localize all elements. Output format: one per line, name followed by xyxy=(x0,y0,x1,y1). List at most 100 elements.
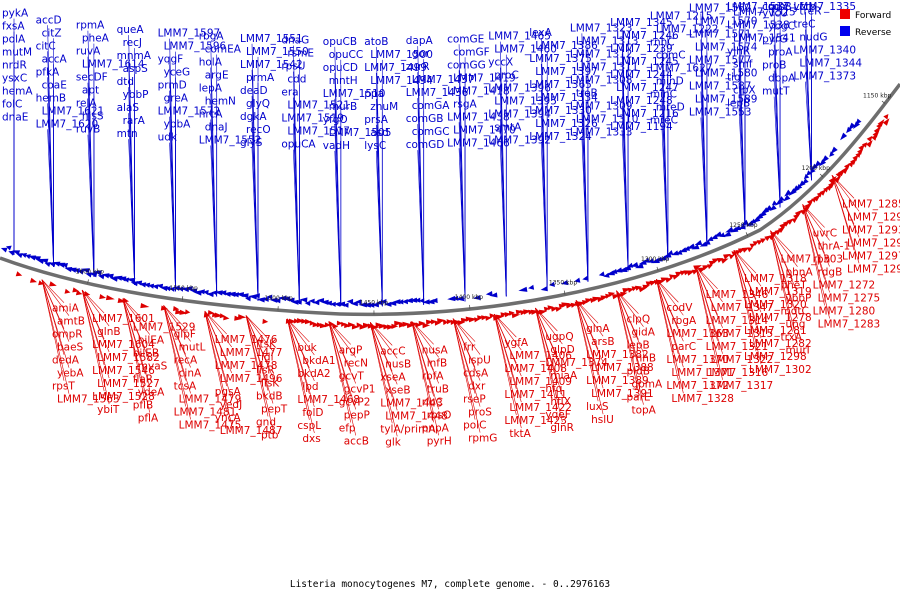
reverse-gene-label: LMM7_1494 xyxy=(370,75,433,87)
reverse-gene-label: murB xyxy=(329,101,357,113)
forward-gene-label: LMM7_1477 xyxy=(220,347,283,359)
reverse-gene-label: opuCC xyxy=(329,49,363,61)
reverse-gene-label: opuCB xyxy=(323,36,357,48)
reverse-gene-label: accA xyxy=(42,53,68,65)
reverse-gene-label: prmA xyxy=(246,72,275,84)
forward-gene-label: LMM7_1374 xyxy=(545,357,608,369)
reverse-gene-arrow xyxy=(148,283,155,289)
forward-gene-label: LMM7_1604 xyxy=(92,339,155,351)
reverse-gene-arrow xyxy=(232,292,239,298)
reverse-gene-label: relA xyxy=(76,98,97,110)
forward-gene-label: LMM7_1601 xyxy=(92,313,155,325)
gene-connector xyxy=(369,322,398,385)
reverse-gene-arrow xyxy=(431,297,438,304)
reverse-gene-arrow xyxy=(401,299,408,305)
genome-backbone-track xyxy=(0,82,900,317)
reverse-gene-arrow xyxy=(25,254,31,260)
forward-gene-label: xseA xyxy=(380,371,406,383)
forward-gene-label: mvaS xyxy=(138,361,168,373)
reverse-gene-label: rpsU xyxy=(281,61,305,73)
forward-gene-arrow xyxy=(160,305,168,311)
forward-gene-arrow xyxy=(288,318,297,324)
gene-connector xyxy=(733,250,762,339)
reverse-gene-label: secDF xyxy=(76,72,108,84)
reverse-gene-label: LMM7_1308 xyxy=(570,74,633,86)
reverse-gene-label: mutM xyxy=(2,47,32,59)
forward-gene-label: LMM7_1546 xyxy=(92,365,155,377)
forward-gene-arrow xyxy=(443,319,449,326)
forward-gene-label: LMM7_1320 xyxy=(744,299,807,311)
forward-gene-arrow xyxy=(437,318,447,324)
forward-gene-label: uvrC xyxy=(813,227,838,239)
forward-gene-arrow xyxy=(219,313,226,319)
reverse-gene-label: queA xyxy=(117,24,145,36)
forward-gene-label: LMM7_1318 xyxy=(744,273,807,285)
forward-gene-label: rbfA xyxy=(422,370,445,382)
reverse-gene-label: rpsB xyxy=(768,1,792,13)
forward-gene-label: lepB xyxy=(626,340,649,352)
reverse-gene-label: udk xyxy=(158,132,178,144)
reverse-gene-label: LMM7_1340 xyxy=(793,45,856,57)
reverse-gene-label: era xyxy=(281,87,298,99)
gene-connector xyxy=(494,314,522,429)
forward-gene-label: LMM7_1468 xyxy=(297,394,360,406)
forward-gene-label: LMM7_1280 xyxy=(813,305,876,317)
reverse-gene-arrow xyxy=(198,289,205,295)
reverse-gene-arrow xyxy=(651,258,660,264)
reverse-gene-label: comGB xyxy=(406,113,444,125)
forward-gene-label: LMM7_1298 xyxy=(744,351,807,363)
forward-gene-arrow xyxy=(813,194,821,202)
reverse-gene-label: LMM7_1500 xyxy=(370,49,433,61)
forward-gene-arrow xyxy=(319,323,328,329)
forward-gene-arrow xyxy=(316,322,324,328)
reverse-gene-label: LMM7_1550 xyxy=(246,46,309,58)
forward-gene-label: ugpQ xyxy=(545,331,573,343)
scale-tick xyxy=(87,279,89,284)
reverse-gene-label: LMM7_1438 xyxy=(447,111,510,123)
forward-gene-label: bkdB xyxy=(256,390,283,402)
gene-connector xyxy=(41,279,70,394)
forward-gene-label: arsB xyxy=(591,336,614,348)
reverse-gene-arrow xyxy=(214,290,223,296)
reverse-gene-label: comGG xyxy=(447,59,486,71)
reverse-gene-arrow xyxy=(139,282,147,288)
reverse-gene-arrow xyxy=(769,204,777,211)
reverse-gene-arrow xyxy=(40,258,49,264)
forward-gene-label: rpsO xyxy=(427,409,452,421)
forward-gene-arrow xyxy=(620,291,628,297)
reverse-gene-label: vadH xyxy=(323,140,350,152)
legend-reverse-label: Reverse xyxy=(855,28,892,38)
reverse-gene-label: nrdR xyxy=(2,60,27,72)
forward-gene-arrow xyxy=(75,290,83,296)
reverse-gene-label: citZ xyxy=(42,27,62,39)
scale-ticks: 1150 kbp 1200 kbp 1250 kbp 1300 kbp 1350 kbp… xyxy=(76,92,892,315)
reverse-gene-arrow xyxy=(426,299,435,305)
forward-gene-label: LMM7_1321 xyxy=(706,341,769,353)
forward-gene-label: ygfA xyxy=(504,337,529,349)
forward-gene-arrow xyxy=(861,142,868,148)
forward-gene-arrow xyxy=(828,175,837,185)
reverse-gene-label: dapA xyxy=(406,35,434,47)
reverse-gene-arrow xyxy=(165,286,171,292)
reverse-gene-label: LMM7_1620 xyxy=(36,118,99,130)
reverse-gene-label: LMM7_1324 xyxy=(529,131,592,143)
reverse-gene-label: pykA xyxy=(2,8,29,20)
reverse-gene-arrow xyxy=(48,262,56,268)
reverse-gene-label: polA xyxy=(2,34,26,46)
forward-gene-label: rnhB xyxy=(631,353,656,365)
reverse-gene-label: LMM7_1597 xyxy=(158,28,221,40)
forward-gene-label: lisK xyxy=(261,377,280,389)
gene-connector xyxy=(770,230,798,345)
forward-gene-arrow xyxy=(852,154,859,162)
legend-reverse-swatch xyxy=(840,26,850,36)
reverse-gene-label: treC xyxy=(793,19,815,31)
forward-gene-label: LMM7_1370 xyxy=(666,354,729,366)
forward-gene-label: buk xyxy=(297,342,317,354)
gene-connector xyxy=(535,307,563,397)
reverse-gene-label: ybgC xyxy=(768,21,795,33)
forward-gene-label: pgsA xyxy=(215,386,242,398)
forward-gene-arrow xyxy=(64,288,71,294)
forward-gene-arrow xyxy=(402,321,411,327)
reverse-gene-arrow xyxy=(8,250,15,256)
